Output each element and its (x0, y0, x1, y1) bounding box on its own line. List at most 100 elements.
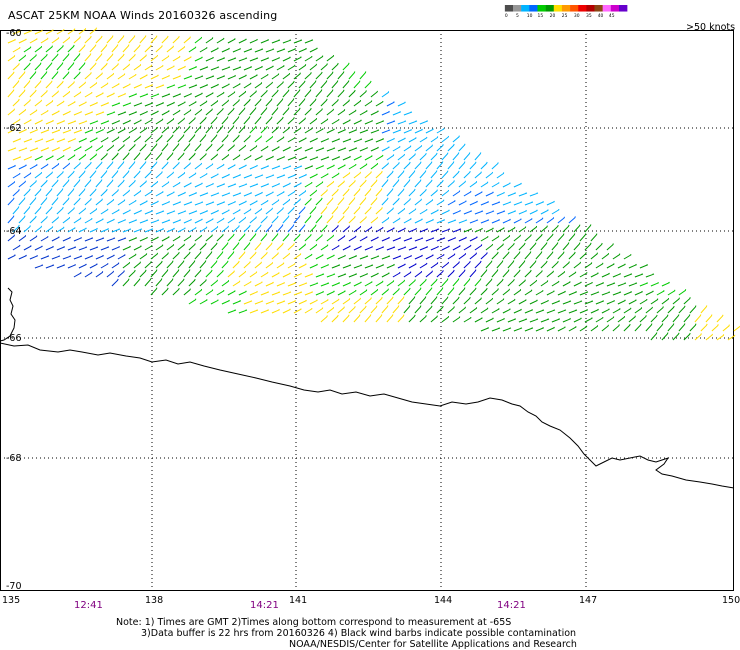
wind-barb (507, 260, 515, 269)
wind-barb (579, 233, 587, 242)
wind-barb (337, 109, 346, 116)
pass-time-labels: 12:41 14:21 14:21 (74, 600, 526, 611)
wind-barb (67, 62, 75, 71)
wind-barb (177, 152, 185, 161)
wind-barb (419, 315, 427, 323)
wind-barb (375, 280, 384, 287)
wind-barb (573, 224, 581, 233)
wind-barb (298, 47, 307, 53)
wind-barb (45, 100, 54, 107)
wind-barb (331, 206, 339, 215)
wind-barb (106, 35, 114, 44)
wind-barb (320, 118, 329, 125)
wind-barb (56, 171, 64, 179)
wind-barb (331, 80, 339, 89)
wind-barb (474, 191, 483, 197)
wind-barb (139, 143, 147, 152)
wind-barb (623, 254, 632, 260)
wind-barb (166, 101, 175, 107)
wind-barb (524, 327, 534, 332)
wind-barb (722, 324, 730, 332)
wind-barb (337, 71, 345, 80)
wind-barb (183, 162, 191, 170)
wind-barb (243, 261, 251, 269)
wind-barb (540, 299, 549, 305)
wind-barb (485, 317, 494, 323)
wind-barb (249, 107, 257, 116)
wind-barb (194, 75, 204, 80)
map-title: ASCAT 25KM NOAA Winds 20160326 ascending (8, 9, 278, 22)
wind-barb (40, 216, 48, 224)
wind-barb (161, 269, 169, 278)
wind-barb (419, 152, 427, 161)
wind-barb (128, 111, 137, 116)
wind-barb (67, 120, 77, 125)
lon-label-141: 141 (289, 595, 307, 606)
wind-barb (463, 190, 472, 197)
wind-barb (45, 62, 53, 71)
wind-barb (529, 209, 538, 215)
wind-barb (364, 245, 374, 251)
wind-barb (436, 144, 444, 152)
wind-barb (194, 92, 203, 98)
wind-barb (18, 54, 26, 62)
wind-barb (117, 270, 125, 278)
wind-barb (287, 64, 296, 71)
wind-barb (452, 245, 461, 251)
wind-barb (320, 299, 329, 305)
wind-barb (518, 226, 527, 233)
wind-barb (397, 263, 406, 269)
wind-barb (216, 217, 225, 224)
wind-barb (485, 191, 494, 197)
wind-barb (205, 37, 214, 44)
wind-barb (73, 36, 81, 44)
lon-label-135: 135 (2, 595, 20, 606)
wind-barb (29, 128, 39, 134)
wind-barb (84, 111, 94, 116)
wind-speed-colorbar: 0 5 10 15 20 25 30 35 40 45 >50 knots (504, 5, 628, 19)
wind-barb (34, 99, 42, 107)
wind-barb (265, 242, 273, 251)
wind-barb (348, 180, 356, 188)
wind-barb (18, 71, 26, 80)
wind-barb (51, 146, 60, 152)
colorbar-label-0: 0 (505, 13, 508, 19)
wind-barb (601, 272, 610, 278)
wind-barb (210, 66, 220, 71)
wind-barb (194, 201, 204, 206)
wind-barb (551, 242, 559, 251)
wind-barb (45, 226, 54, 233)
wind-barb (485, 227, 494, 233)
wind-barb (397, 120, 407, 125)
wind-barb (62, 255, 72, 260)
wind-barb (287, 80, 295, 89)
wind-barb (144, 119, 153, 125)
wind-barb (469, 252, 477, 260)
wind-barb (716, 334, 725, 341)
wind-barb (529, 242, 537, 251)
wind-barb (84, 161, 92, 170)
wind-barb (161, 219, 171, 224)
wind-barb (144, 102, 154, 107)
wind-barb (480, 252, 488, 260)
wind-barb (78, 170, 86, 179)
wind-barb (260, 233, 268, 242)
wind-barb (491, 288, 499, 296)
wind-barb (590, 272, 599, 278)
wind-barb (683, 297, 691, 305)
wind-barb (172, 251, 180, 260)
wind-barb (678, 289, 687, 296)
wind-barb (601, 324, 609, 332)
wind-barb (128, 93, 138, 98)
wind-barb (177, 191, 186, 197)
wind-barb (518, 209, 527, 215)
colorbar-swatch (594, 5, 603, 12)
wind-barb (425, 218, 434, 224)
wind-barb (397, 137, 406, 143)
wind-barb (62, 162, 70, 170)
wind-barb (249, 271, 258, 278)
wind-barb (650, 281, 660, 287)
wind-barb (210, 134, 218, 143)
wind-barb (67, 101, 76, 107)
wind-barb (612, 272, 622, 278)
